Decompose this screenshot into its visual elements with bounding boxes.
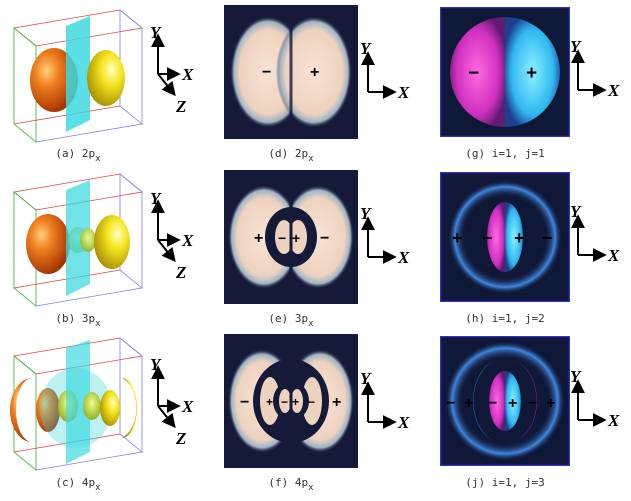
mode-i1-j3: − + − + − + [440,336,570,466]
axis-x-label: X [181,397,194,416]
sign-plus: + [464,395,473,412]
orbital-3d-2px [8,6,148,146]
sign-minus: − [528,395,537,412]
axis-x-label: X [181,231,194,250]
axis-xyz-1: Y X Z [148,22,203,117]
caption-e: (e) 3px [268,312,314,329]
axis-x-label: X [607,411,620,430]
sign-plus: + [526,63,537,84]
axis-xy-e: Y X [358,205,418,267]
axis-x-label: X [607,81,620,100]
caption-b: (b) 3px [55,312,101,329]
axis-x-label: X [397,83,410,102]
sign-minus: − [446,395,455,412]
axis-x-label: X [397,248,410,267]
caption-a: (a) 2px [55,147,101,164]
sign-minus: − [468,63,479,84]
axis-xy-f: Y X [358,370,418,432]
axis-xyz-3: Y X Z [148,354,203,449]
sign-minus: − [542,228,553,248]
sign-minus: − [278,230,286,246]
axis-xy-d: Y X [358,40,418,102]
sign-plus: + [266,395,273,409]
axis-x-label: X [607,246,620,265]
orbital-3d-3px [8,170,148,310]
sign-minus: − [281,395,288,409]
axis-y-label: Y [360,40,372,58]
mode-i1-j1: − + [440,7,570,137]
sign-plus: + [254,230,263,247]
sign-plus: + [332,394,341,411]
axis-z-label: Z [175,263,186,282]
sign-minus: − [240,394,249,411]
axis-y-label: Y [150,189,162,208]
axis-x-label: X [397,413,410,432]
sign-plus: + [508,395,517,412]
caption-j: (j) i=1, j=3 [465,476,545,489]
caption-f: (f) 4px [268,476,314,493]
caption-c: (c) 4px [55,476,101,493]
sign-minus: − [320,230,329,247]
axis-x-label: X [181,65,194,84]
axis-xy-j: Y X [568,368,628,430]
axis-y-label: Y [570,368,582,386]
axis-xy-g: Y X [568,38,628,100]
axis-xy-h: Y X [568,203,628,265]
sign-minus: − [482,228,493,248]
axis-y-label: Y [570,203,582,221]
caption-g: (g) i=1, j=1 [465,147,545,160]
axis-xyz-2: Y X Z [148,188,203,283]
axis-z-label: Z [175,429,186,448]
sign-plus: + [546,395,555,412]
sign-minus: − [308,395,315,409]
sign-plus: + [310,64,319,81]
density-2d-2px: − + [224,5,358,139]
axis-z-label: Z [175,97,186,116]
axis-y-label: Y [570,38,582,56]
axis-y-label: Y [360,370,372,388]
density-2d-3px: + − + − [224,170,358,304]
sign-minus: − [488,395,497,412]
caption-d: (d) 2px [268,147,314,164]
orbital-3d-4px [8,334,148,474]
mode-i1-j2: + − + − [440,172,570,302]
caption-h: (h) i=1, j=2 [465,312,545,325]
sign-minus: − [262,64,271,81]
sign-plus: + [514,228,525,248]
sign-plus: + [452,228,463,248]
sign-plus: + [292,395,299,409]
axis-y-label: Y [360,205,372,223]
density-2d-4px: − + − + − + [224,334,358,468]
axis-y-label: Y [150,355,162,374]
axis-y-label: Y [150,23,162,42]
sign-plus: + [292,230,300,246]
